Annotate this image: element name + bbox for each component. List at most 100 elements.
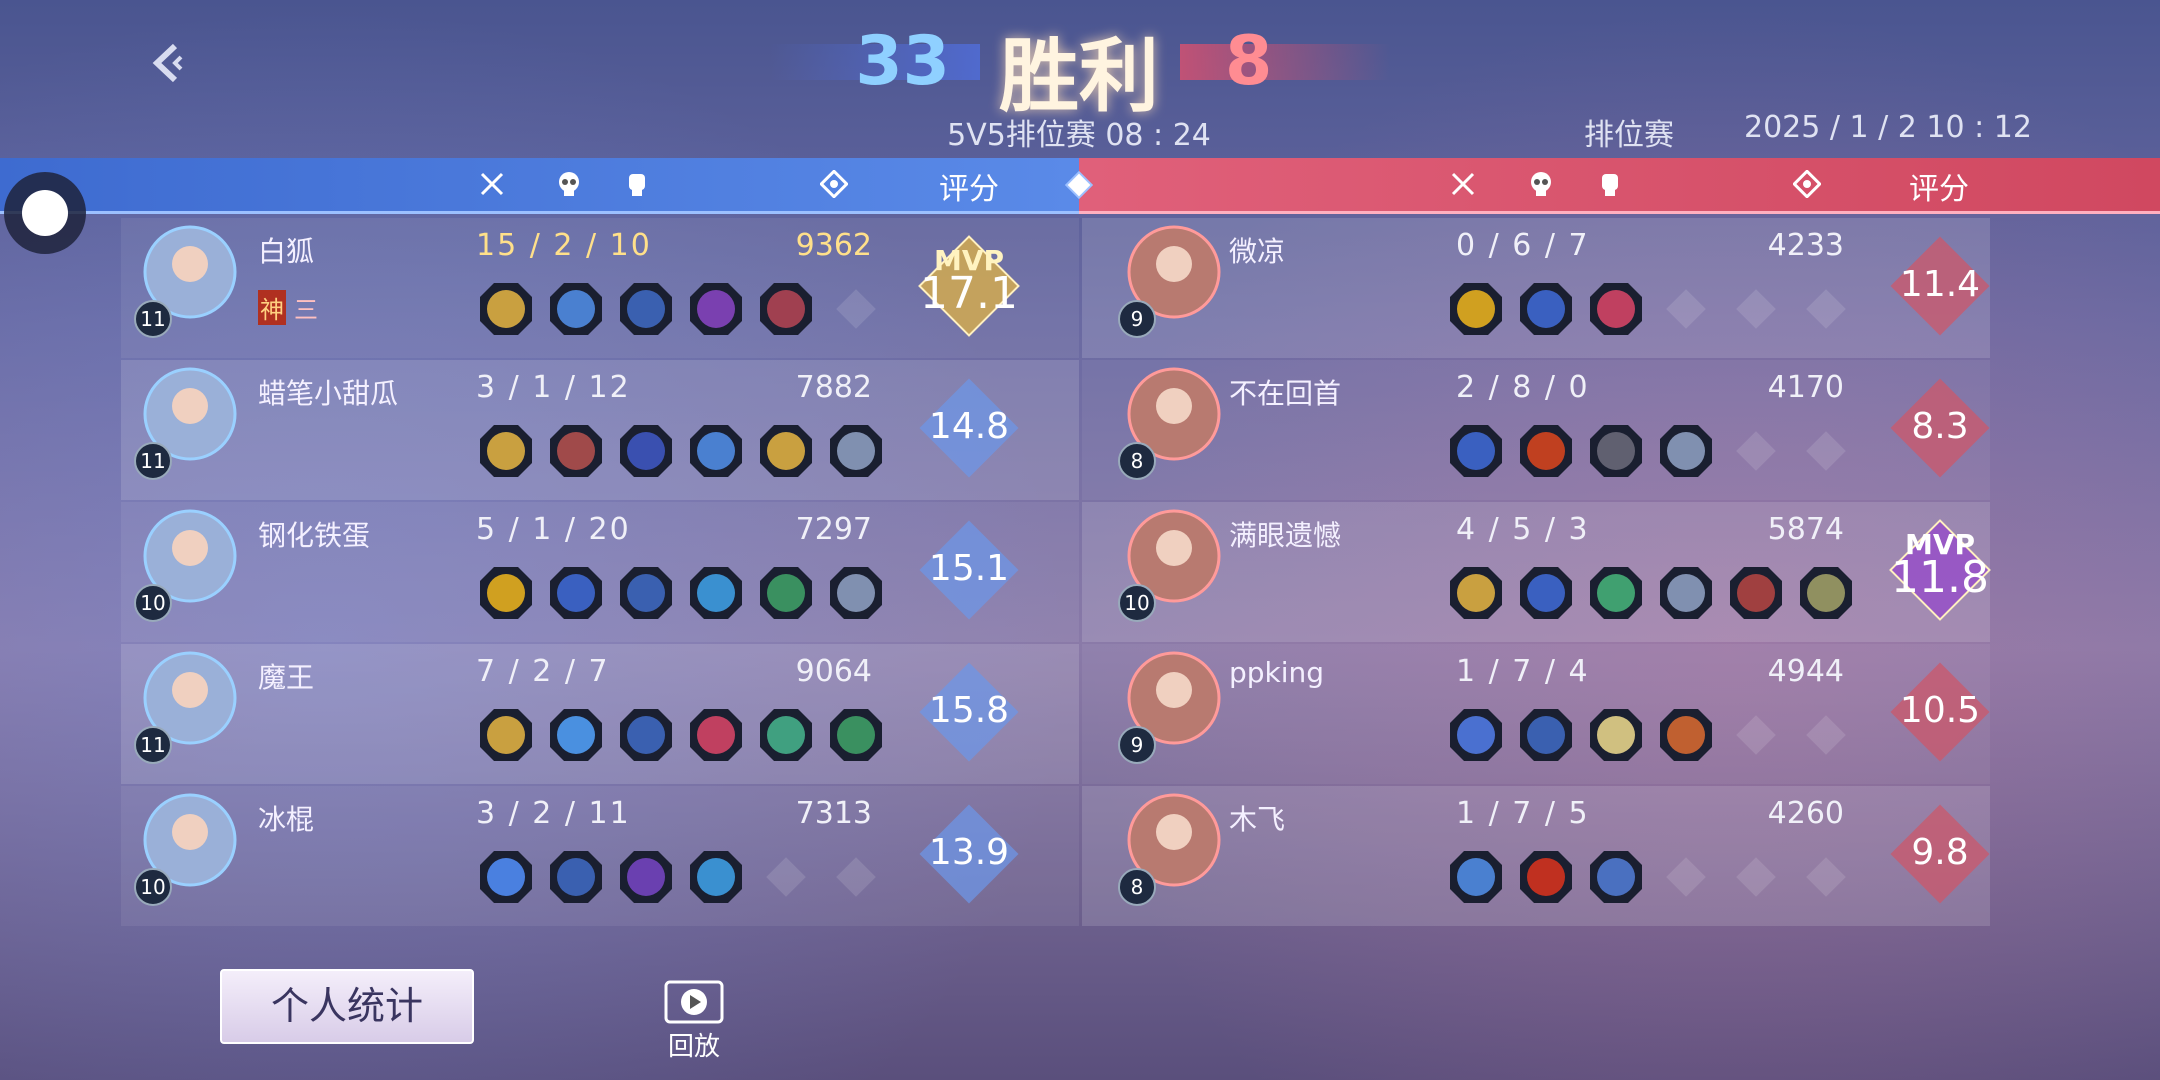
rating-diamond: [1890, 236, 1990, 336]
item-icon: [480, 851, 532, 903]
item-icon: [1590, 283, 1642, 335]
red-score: 8: [1225, 22, 1273, 101]
result-title: 胜利: [999, 30, 1159, 123]
empty-slot: [1736, 289, 1776, 329]
column-icon: [480, 172, 504, 196]
player-kda: 1 / 7 / 4: [1456, 654, 1590, 689]
avatar: [143, 509, 237, 603]
player-level: 11: [134, 726, 172, 764]
avatar: [1127, 793, 1221, 887]
player-gold: 4170: [1767, 370, 1844, 405]
item-icon: [1450, 567, 1502, 619]
player-rating: 11.4: [1899, 264, 1981, 305]
item-icon: [1450, 851, 1502, 903]
item-icon: [1730, 567, 1782, 619]
item-icon: [1590, 851, 1642, 903]
player-gold: 4233: [1767, 228, 1844, 263]
item-icon: [1520, 851, 1572, 903]
item-icon: [1520, 425, 1572, 477]
avatar: [143, 367, 237, 461]
player-row: [121, 360, 1079, 500]
column-icon: [629, 174, 645, 196]
item-icon: [620, 709, 672, 761]
item-icon: [1450, 709, 1502, 761]
empty-slot: [1736, 857, 1776, 897]
player-kda: 3 / 2 / 11: [476, 796, 631, 831]
rating-diamond: [1890, 804, 1990, 904]
blue-header-band: [0, 158, 1079, 214]
rating-diamond: [1889, 519, 1991, 621]
item-icon: [620, 567, 672, 619]
mode-time: 5V5排位赛 08 : 24: [947, 118, 1211, 153]
player-kda: 0 / 6 / 7: [1456, 228, 1590, 263]
player-level: 8: [1118, 868, 1156, 906]
player-rating: 17.1: [920, 268, 1018, 319]
player-kda: 1 / 7 / 5: [1456, 796, 1590, 831]
avatar: [143, 651, 237, 745]
empty-slot: [1736, 715, 1776, 755]
player-rating: 11.8: [1891, 552, 1989, 603]
player-gold: 9362: [795, 228, 872, 263]
player-level: 9: [1118, 300, 1156, 338]
item-icon: [1520, 283, 1572, 335]
column-icon: [1793, 170, 1821, 198]
item-icon: [480, 709, 532, 761]
item-icon: [760, 283, 812, 335]
player-row: [121, 502, 1079, 642]
back-button[interactable]: [145, 40, 195, 86]
avatar: [1127, 225, 1221, 319]
item-icon: [1520, 567, 1572, 619]
player-rating: 8.3: [1911, 406, 1969, 447]
replay-label[interactable]: 回放: [667, 1032, 720, 1062]
rating-diamond: [918, 235, 1020, 337]
player-gold: 7882: [795, 370, 872, 405]
center-diamond: [1064, 170, 1094, 200]
item-icon: [1450, 425, 1502, 477]
player-row: [121, 218, 1079, 358]
item-icon: [1660, 709, 1712, 761]
empty-slot: [1666, 857, 1706, 897]
column-icon: [1451, 172, 1475, 196]
player-kda: 2 / 8 / 0: [1456, 370, 1590, 405]
blue-score-bar: [770, 44, 980, 80]
item-icon: [830, 567, 882, 619]
item-icon: [620, 425, 672, 477]
empty-slot: [1806, 857, 1846, 897]
empty-slot: [1806, 715, 1846, 755]
player-row: [121, 644, 1079, 784]
item-icon: [690, 709, 742, 761]
item-icon: [480, 425, 532, 477]
match-type: 排位赛: [1584, 118, 1674, 153]
player-name: 蜡笔小甜瓜: [258, 377, 399, 410]
player-rating: 14.8: [928, 406, 1010, 447]
player-rating: 9.8: [1911, 832, 1969, 873]
empty-slot: [766, 857, 806, 897]
item-icon: [550, 425, 602, 477]
player-level: 10: [134, 868, 172, 906]
player-level: 8: [1118, 442, 1156, 480]
red-score-bar: [1180, 44, 1390, 80]
mvp-label: MVP: [933, 244, 1005, 277]
item-icon: [1520, 709, 1572, 761]
player-kda: 4 / 5 / 3: [1456, 512, 1590, 547]
personal-stats-button[interactable]: 个人统计: [220, 969, 474, 1044]
mvp-label: MVP: [1904, 528, 1976, 561]
empty-slot: [836, 289, 876, 329]
avatar: [1127, 651, 1221, 745]
rating-diamond: [919, 520, 1019, 620]
player-rating: 10.5: [1899, 690, 1981, 731]
rating-diamond: [1890, 662, 1990, 762]
empty-slot: [1736, 431, 1776, 471]
item-icon: [690, 425, 742, 477]
player-badge: 三: [294, 296, 318, 324]
empty-slot: [1806, 289, 1846, 329]
player-gold: 9064: [795, 654, 872, 689]
column-icon: [559, 172, 579, 196]
red-rating-header: 评分: [1909, 172, 1969, 207]
item-icon: [1590, 425, 1642, 477]
item-icon: [1660, 425, 1712, 477]
column-icon: [820, 170, 848, 198]
replay-icon[interactable]: [664, 980, 724, 1024]
item-icon: [550, 709, 602, 761]
float-button[interactable]: [4, 172, 86, 254]
